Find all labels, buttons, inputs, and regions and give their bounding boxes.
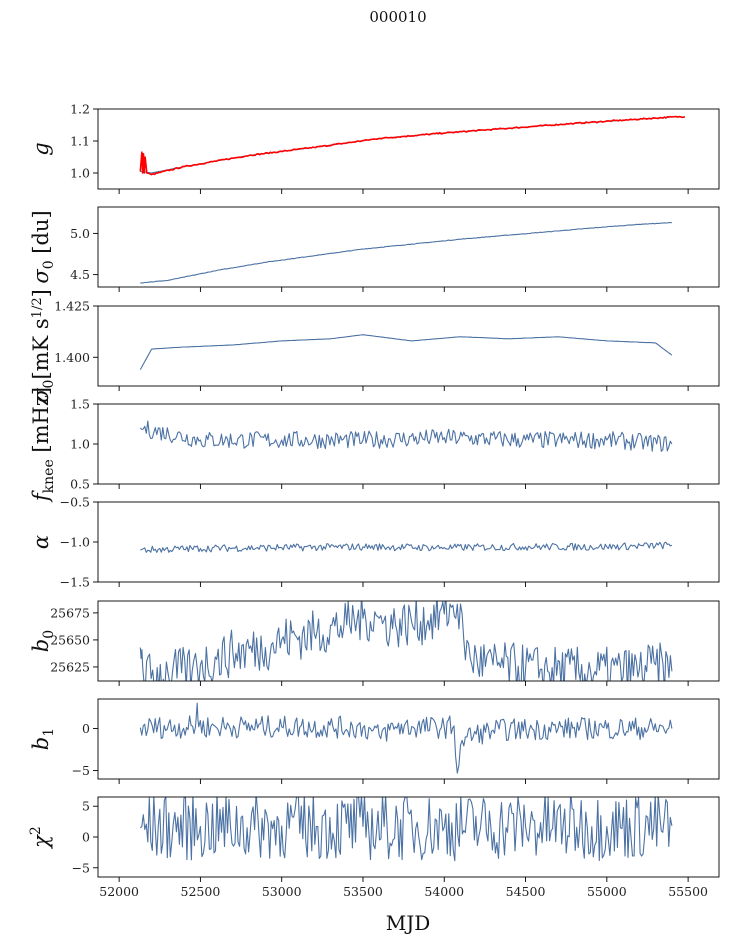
- panel-alpha: −1.5 −1.0 −0.5 α: [29, 495, 720, 590]
- series-line-b0-blue: [139, 601, 673, 681]
- y-axis-label: b1: [29, 728, 57, 750]
- y-tick-label: 1.400: [54, 350, 90, 365]
- y-tick-label: 0: [82, 721, 90, 736]
- y-axis-label: χ2: [28, 826, 53, 850]
- series-line-fknee-blue: [139, 420, 673, 452]
- y-tick-label: −1.5: [60, 575, 90, 590]
- y-axis-label: g: [29, 142, 53, 155]
- series-line-b1-blue: [139, 702, 673, 774]
- panel-fknee: 0.5 1.0 1.5 fknee [mHz]: [29, 387, 720, 503]
- y-tick-label: 1.0: [70, 437, 90, 452]
- series-line-sigma0-du-blue: [140, 222, 672, 284]
- y-tick-label: −5: [72, 860, 90, 875]
- y-tick-label: −1.0: [60, 535, 90, 550]
- figure-title: 000010: [369, 8, 426, 26]
- y-tick-label: −0.5: [60, 495, 90, 510]
- x-tick-label: 53000: [262, 884, 302, 899]
- y-tick-label: 0: [82, 830, 90, 845]
- y-tick-label: 25650: [50, 632, 90, 647]
- y-tick-label: −5: [72, 763, 90, 778]
- series-line-alpha-blue: [140, 541, 673, 553]
- y-tick-label: 5: [82, 799, 90, 814]
- y-tick-label: 4.5: [70, 267, 90, 282]
- y-tick-label: 1.425: [54, 299, 90, 314]
- x-tick-label: 55500: [668, 884, 708, 899]
- y-tick-label: 25675: [50, 605, 90, 620]
- x-axis-label: MJD: [386, 911, 431, 935]
- y-tick-label: 0.5: [70, 477, 90, 492]
- axes-frame: [97, 108, 720, 190]
- y-axis-label: b0: [29, 630, 57, 652]
- axes-frame: [97, 698, 720, 780]
- axes-frame: [97, 501, 720, 583]
- y-tick-label: 5.0: [70, 226, 90, 241]
- y-tick-label: 1.1: [70, 134, 90, 149]
- axes-frame: [97, 206, 720, 288]
- y-axis-label: σ0[mK s1/2]: [29, 289, 57, 403]
- y-axis-label: α: [29, 535, 53, 549]
- series-line-chi2-blue: [139, 797, 673, 862]
- y-tick-label: 25625: [50, 659, 90, 674]
- x-tick-label: 53500: [343, 884, 383, 899]
- x-tick-label: 54500: [506, 884, 546, 899]
- y-tick-label: 1.0: [70, 166, 90, 181]
- panel-b0: 25625 25650 25675 b0: [29, 600, 720, 686]
- series-line-gain-blue: [140, 116, 685, 174]
- x-tick-label: 52500: [181, 884, 221, 899]
- series-line-sigma0-mK-blue: [139, 334, 673, 370]
- panel-gain: 1.0 1.1 1.2 g: [29, 102, 720, 194]
- y-axis-label: fknee [mHz]: [29, 387, 57, 503]
- series-line-gain-red: [139, 115, 686, 176]
- panel-b1: −5 0 b1: [29, 698, 720, 784]
- panel-chi2: −5 0 5 52000 52500 53000 53500 54000 54500 55000 5…: [28, 796, 720, 899]
- y-tick-label: 1.5: [70, 397, 90, 412]
- y-tick-label: 1.2: [70, 102, 90, 117]
- x-tick-label: 52000: [99, 884, 139, 899]
- panel-sigma0-du: 4.5 5.0 σ0 [du]: [29, 206, 720, 292]
- y-axis-label: σ0 [du]: [29, 210, 57, 283]
- x-tick-label: 54000: [424, 884, 464, 899]
- axes-frame: [97, 305, 720, 387]
- x-tick-label: 55000: [587, 884, 627, 899]
- axes-frame: [97, 600, 720, 682]
